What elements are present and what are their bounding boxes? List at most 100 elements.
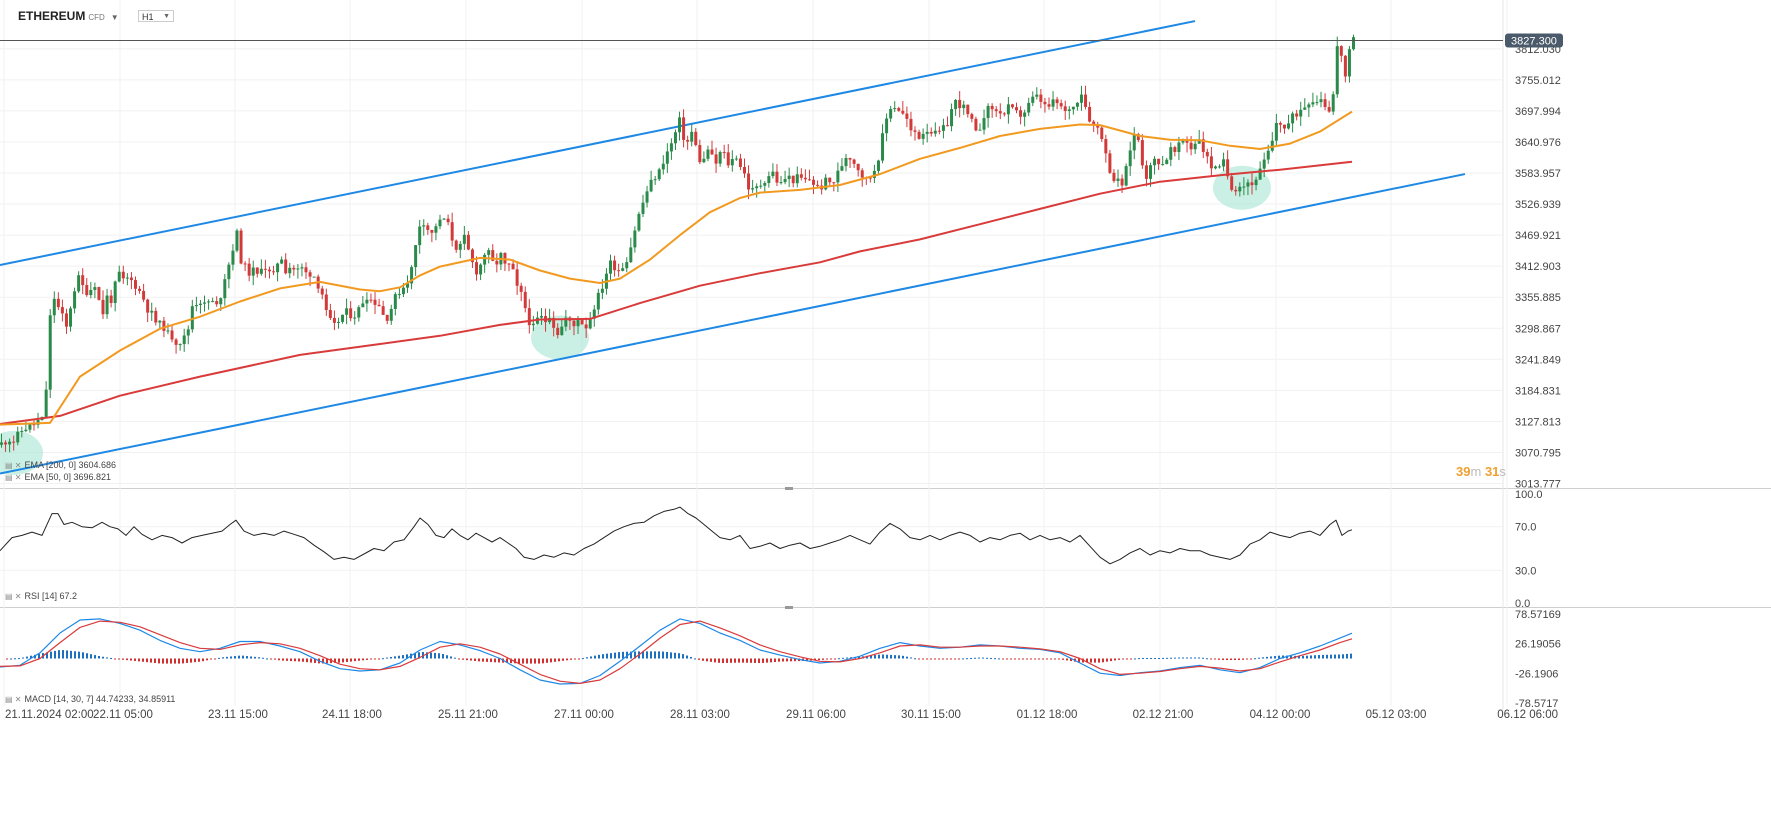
macd-histogram-bar (354, 658, 356, 662)
macd-histogram-bar (90, 654, 92, 659)
macd-histogram-bar (390, 656, 392, 659)
macd-histogram-bar (462, 658, 464, 660)
macd-histogram-bar (310, 658, 312, 663)
channel-lower-line (0, 173, 1466, 475)
candle (1092, 121, 1096, 125)
candle (1181, 140, 1185, 143)
macd-histogram-bar (202, 658, 204, 662)
candle (889, 108, 893, 119)
macd-histogram-bar (14, 658, 16, 660)
candle (1177, 142, 1181, 152)
macd-histogram-bar (614, 652, 616, 659)
macd-histogram-bar (130, 658, 132, 661)
macd-histogram-bar (682, 654, 684, 659)
macd-histogram-bar (30, 655, 32, 659)
ema50-legend[interactable]: ▤ ✕ EMA [50, 0] 3696.821 (5, 472, 111, 482)
macd-histogram-bar (942, 658, 944, 660)
rsi-tick-label: 100.0 (1515, 489, 1543, 501)
candle (783, 179, 787, 183)
candle (129, 277, 133, 281)
macd-histogram-bar (342, 658, 344, 663)
macd-histogram-bar (938, 658, 940, 660)
macd-histogram-bar (1022, 658, 1024, 660)
macd-histogram-bar (162, 658, 164, 664)
instrument-name: ETHEREUM (18, 9, 86, 23)
candle (1153, 158, 1157, 166)
macd-histogram-bar (442, 654, 444, 659)
price-tick-label: 3355.885 (1515, 292, 1561, 304)
macd-histogram-bar (726, 658, 728, 663)
macd-histogram-bar (746, 658, 748, 663)
candle (52, 298, 56, 316)
macd-histogram-bar (214, 658, 216, 660)
candle (552, 318, 556, 328)
candle (64, 313, 68, 327)
candle (1112, 172, 1116, 181)
macd-histogram-bar (1134, 658, 1136, 660)
macd-histogram-bar (922, 658, 924, 660)
macd-histogram-bar (406, 654, 408, 659)
macd-histogram-bar (1262, 657, 1264, 659)
candle (259, 268, 263, 274)
candle (284, 259, 288, 274)
macd-histogram-bar (1246, 658, 1248, 660)
macd-histogram-bar (186, 658, 188, 663)
macd-histogram-bar (402, 655, 404, 659)
candle (341, 314, 345, 322)
settings-icon[interactable]: ▤ ✕ (5, 695, 22, 704)
candle (60, 307, 64, 314)
macd-histogram-bar (830, 658, 832, 660)
macd-histogram-bar (1070, 658, 1072, 662)
settings-icon[interactable]: ▤ ✕ (5, 473, 22, 482)
macd-histogram-bar (702, 658, 704, 661)
countdown-minutes: 39 (1456, 464, 1471, 479)
macd-histogram-bar (38, 653, 40, 659)
candle (377, 304, 381, 307)
macd-histogram-bar (1254, 658, 1256, 660)
candle (669, 143, 673, 152)
macd-histogram-bar (686, 655, 688, 659)
candle (1339, 46, 1343, 56)
macd-histogram-bar (490, 658, 492, 663)
candle (621, 268, 625, 271)
timeframe-select[interactable]: H1 ▼ (138, 10, 174, 22)
instrument-selector[interactable]: ETHEREUM CFD ▼ (18, 9, 119, 23)
macd-histogram-bar (534, 658, 536, 664)
candle (836, 170, 840, 183)
macd-histogram-bar (438, 653, 440, 659)
macd-histogram-bar (350, 658, 352, 662)
macd-histogram-bar (730, 658, 732, 663)
candle (812, 179, 816, 185)
rsi-legend[interactable]: ▤ ✕ RSI [14] 67.2 (5, 591, 77, 601)
macd-histogram-bar (222, 657, 224, 659)
candle (1323, 99, 1327, 108)
candle (1148, 165, 1152, 179)
ema200-legend[interactable]: ▤ ✕ EMA [200, 0] 3604.686 (5, 460, 116, 470)
macd-legend[interactable]: ▤ ✕ MACD [14, 30, 7] 44.74233, 34.85911 (5, 694, 175, 704)
macd-histogram-bar (346, 658, 348, 662)
settings-icon[interactable]: ▤ ✕ (5, 461, 22, 470)
macd-histogram-bar (458, 658, 460, 660)
macd-histogram-bar (658, 651, 660, 659)
candle (523, 291, 527, 309)
candle (1063, 106, 1067, 111)
macd-histogram-bar (1046, 658, 1048, 660)
candle (349, 308, 353, 319)
rsi-tick-label: 30.0 (1515, 565, 1536, 577)
candle (730, 158, 734, 166)
candle (178, 344, 182, 346)
candle (958, 99, 962, 109)
macd-histogram-bar (530, 658, 532, 664)
instrument-type: CFD (88, 13, 105, 22)
candle (272, 271, 276, 273)
candle (970, 114, 974, 119)
candle (336, 321, 340, 323)
macd-histogram-bar (1102, 658, 1104, 663)
macd-histogram-bar (626, 651, 628, 659)
macd-histogram-bar (150, 658, 152, 663)
settings-icon[interactable]: ▤ ✕ (5, 592, 22, 601)
macd-histogram-bar (378, 658, 380, 660)
macd-histogram-bar (1350, 653, 1352, 659)
candle (81, 275, 85, 286)
